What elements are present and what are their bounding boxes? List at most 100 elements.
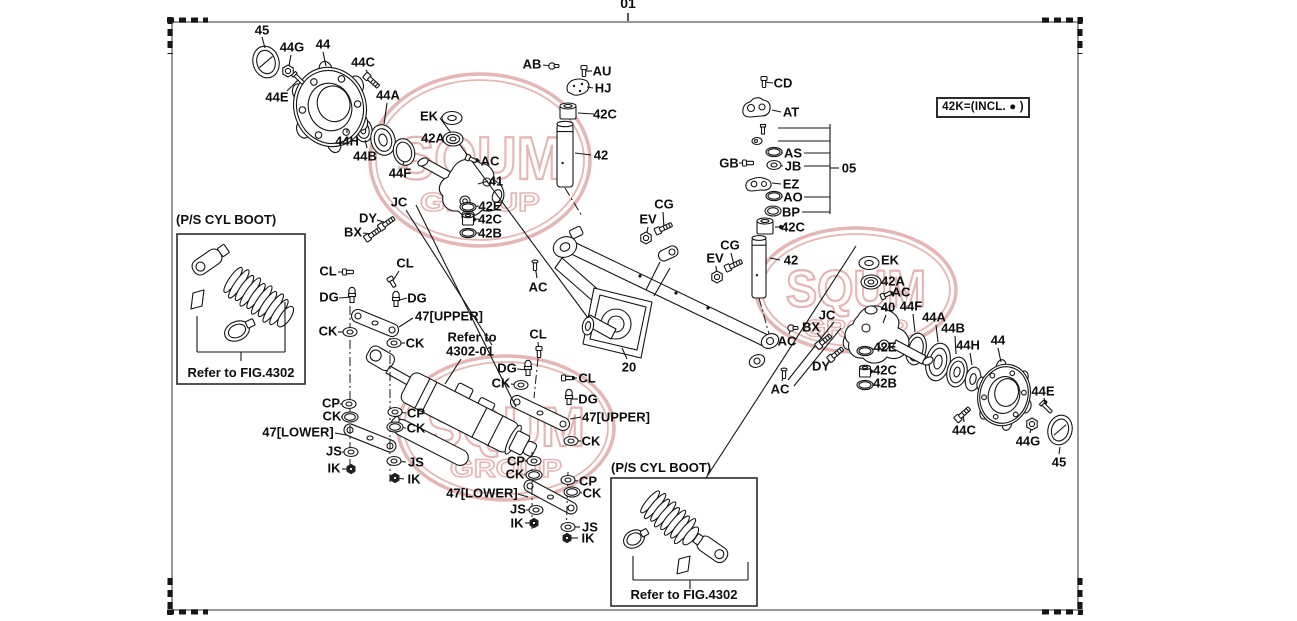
part-bolt (826, 346, 845, 363)
part-ring (386, 421, 404, 433)
small-bolt (759, 123, 767, 135)
callout-label: JC (391, 195, 408, 210)
part-nut (640, 231, 652, 245)
callout-label: JS (510, 502, 526, 517)
callout-label: CK (407, 421, 426, 436)
callout-label: JB (785, 159, 802, 174)
callout-label: CK (323, 409, 342, 424)
callout-label: 44 (316, 37, 331, 52)
callout-label: 44E (265, 90, 288, 105)
part-bearingL (442, 131, 464, 147)
callout-label: 05 (842, 161, 856, 176)
part-oring (856, 379, 874, 391)
part-clip (787, 324, 799, 332)
part-bolt (653, 222, 673, 236)
bearing-rings (946, 356, 968, 388)
callout-label: AO (783, 190, 803, 205)
part-bolt (363, 227, 382, 243)
part-nutF (529, 517, 539, 529)
bearing-rings (925, 342, 951, 382)
part-ring (563, 486, 581, 498)
part-shapes (176, 45, 1073, 607)
callout-label: 44H (956, 338, 980, 353)
part-boltS (341, 268, 355, 276)
callout-label: CK (406, 336, 425, 351)
callout-label: 4302-01 (446, 344, 494, 359)
refer-fig-4302-left: Refer to FIG.4302 (187, 365, 295, 380)
axle-beam-20 (552, 225, 780, 368)
part-ring (525, 469, 543, 481)
callout-label: 44B (941, 321, 965, 336)
callout-label: 20 (622, 360, 636, 375)
callout-label: 44E (1031, 384, 1054, 399)
callout-label: IK (408, 472, 422, 487)
part-clip (548, 62, 560, 70)
callout-label: JS (408, 455, 424, 470)
callout-label: CP (507, 454, 525, 469)
callout-label: 44C (952, 423, 976, 438)
part-boltS (879, 290, 892, 301)
callout-label: 45 (1052, 455, 1066, 470)
part-oring (459, 201, 477, 213)
part-bush (858, 364, 872, 378)
callout-label: AU (593, 64, 612, 79)
part-bolt (377, 216, 396, 232)
part-oring (765, 190, 783, 202)
part-nutF (562, 532, 572, 544)
callout-label: 42 (784, 253, 798, 268)
callout-label: AB (523, 57, 542, 72)
callout-label: 44F (900, 299, 922, 314)
ps-cyl-boot-title-left: (P/S CYL BOOT) (176, 212, 277, 227)
callout-label: AT (783, 105, 799, 120)
part-nutF (390, 472, 400, 484)
callout-label: CL (319, 264, 336, 279)
part-pin (1038, 399, 1053, 414)
callout-label: 42B (478, 226, 502, 241)
watermark-text: SQUM (786, 261, 926, 319)
part-ring (764, 205, 782, 217)
steering-arm-47 (510, 395, 570, 431)
small-clip (751, 136, 763, 146)
callout-label: CK (319, 324, 338, 339)
callout-label: 47[UPPER] (415, 309, 483, 324)
part-washer (386, 337, 402, 349)
callout-label: AC (892, 285, 911, 300)
part-ring (341, 411, 359, 423)
part-bolt (362, 71, 380, 89)
callout-label: BX (802, 320, 820, 335)
callout-label: CK (582, 434, 601, 449)
part-oring (765, 146, 783, 158)
callout-label: CL (529, 327, 546, 342)
part-washer (560, 521, 576, 533)
part-washer (341, 398, 357, 410)
bushing-42c (559, 102, 577, 120)
callout-label: CP (579, 474, 597, 489)
callout-label: HJ (595, 81, 612, 96)
callout-label: 44G (280, 40, 305, 55)
part-pinS (780, 367, 788, 380)
hub-cap (252, 45, 280, 79)
callout-label: IK (582, 531, 596, 546)
bushing-42c (756, 217, 774, 235)
callout-label: 40 (881, 300, 895, 315)
callout-label: DG (578, 392, 598, 407)
part-washer (526, 455, 542, 467)
callout-label: 44B (353, 149, 377, 164)
part-boltS (560, 374, 574, 382)
callout-label: AS (784, 146, 802, 161)
callout-label: CL (396, 256, 413, 271)
callout-label: DG (319, 290, 339, 305)
steering-knuckle-40 (842, 305, 934, 366)
kit-note-42k: 42K=(INCL. ● ) (936, 97, 1030, 118)
callout-label: AC (481, 154, 500, 169)
callout-label: AC (529, 280, 548, 295)
kingpin-42 (556, 120, 574, 188)
part-washerL (858, 255, 880, 271)
leader-lines (196, 13, 857, 589)
callout-label: 47[LOWER] (446, 486, 518, 501)
refer-fig-4302-right: Refer to FIG.4302 (630, 587, 738, 602)
callout-label: CP (322, 396, 340, 411)
part-washer (342, 326, 358, 338)
